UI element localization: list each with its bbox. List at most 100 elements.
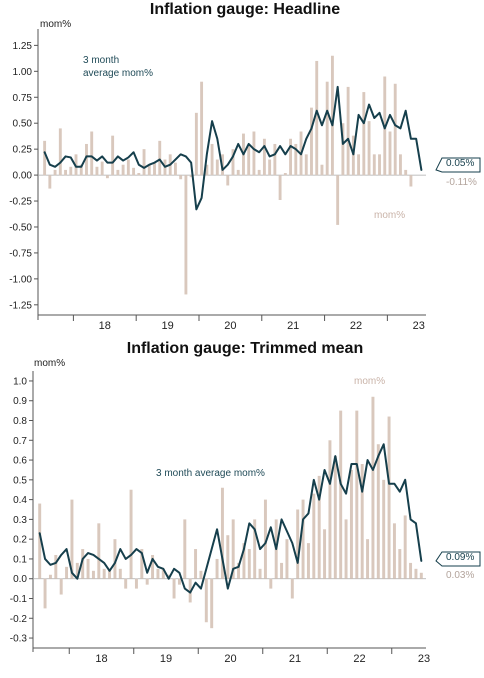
trimmed-mean-3m-avg-line [38,443,423,594]
headline-y-tick-label: 1.00 [13,67,33,78]
trimmed-mean-mom-bar [204,578,208,623]
headline-mom-bar [100,161,104,176]
trimmed-mean-y-tick-label: 1.0 [13,376,27,387]
headline-mom-bar [74,154,78,176]
headline-mom-bar [278,175,282,200]
headline-mom-bar [268,159,272,176]
headline-mom-bar [111,135,115,176]
headline-mom-bar [158,140,162,176]
headline-3m-avg-line-group [43,85,423,211]
headline-mom-bar [404,169,408,176]
trimmed-mean-mom-bar [97,523,101,579]
trimmed-mean-mom-bar [290,578,294,599]
trimmed-mean-y-tick-label: 0.9 [13,396,27,407]
trimmed-mean-mom-bar [409,562,413,579]
trimmed-mean-mom-bar [392,523,396,579]
trimmed-mean-mom-bar [339,410,343,579]
trimmed-mean-mom-bar [366,539,370,579]
trimmed-mean-mom-bar [70,499,74,579]
trimmed-mean-mom-bar [194,549,198,579]
headline-mom-bar [116,169,120,176]
trimmed-mean-mom-bar [199,570,203,579]
trimmed-mean-mom-bars [38,396,423,629]
trimmed-mean-y-tick-label: 0.7 [13,436,27,447]
headline-mom-bar [304,154,308,176]
trimmed-mean-mom-bar [102,568,106,579]
headline-3m-avg-line [43,85,423,211]
headline-y-tick-label: -0.25 [9,197,32,208]
headline-y-tick-label: 1.25 [13,41,33,52]
trimmed-mean-x-tick-label: 18 [95,653,107,665]
trimmed-mean-mom-bar [317,475,321,579]
trimmed-mean-mom-bar [65,566,69,579]
headline-mom-bar [236,169,240,176]
trimmed-mean-x-tick-label: 22 [353,653,365,665]
headline-mom-bar [315,60,319,176]
headline-x-tick-label: 19 [161,320,173,332]
headline-y-tick-label: -0.75 [9,248,32,259]
trimmed-mean-y-tick-label: 0.1 [13,554,27,565]
headline-avg-annotation-line2: average mom% [83,68,153,79]
headline-mom-bar [273,143,277,176]
trimmed-mean-mom-bar [360,464,364,579]
trimmed-mean-mom-annotation: mom% [354,376,385,387]
trimmed-mean-mom-bar [344,519,348,579]
trimmed-mean-mom-bar [54,554,58,579]
headline-mom-bar [85,143,88,176]
headline-unit-label: mom% [40,19,71,30]
headline-mom-bar [200,81,204,176]
headline-y-tick-label: -0.50 [9,222,32,233]
trimmed-mean-x-tick-label: 21 [289,653,301,665]
headline-mom-bar [409,175,413,187]
headline-x-tick-label: 23 [413,320,425,332]
trimmed-mean-mom-bar [323,529,327,579]
headline-mom-bar [53,169,57,176]
headline-mom-bar [336,175,340,225]
headline-mom-bar [289,138,292,176]
trimmed-mean-mom-bar [75,562,79,579]
headline-mom-bar [252,131,256,176]
headline-mom-bar [257,169,261,176]
headline-x-tick-label: 22 [350,320,362,332]
trimmed-mean-y-tick-label: 0.0 [13,574,27,585]
trimmed-mean-mom-bar [38,503,42,579]
trimmed-mean-y-tick-label: -0.1 [10,594,28,605]
trimmed-mean-mom-bar [140,549,144,579]
headline-mom-bar [174,162,177,176]
headline-mom-bar [215,159,219,176]
headline-mom-bar [153,162,156,176]
trimmed-mean-mom-bar [306,543,310,579]
trimmed-mean-mom-bar [371,396,375,579]
headline-y-tick-label: 0.25 [13,145,33,156]
headline-y-tick-label: 0.50 [13,119,33,130]
trimmed-mean-x-tick-label: 19 [160,653,172,665]
trimmed-mean-mom-bar [156,568,160,579]
trimmed-mean-mom-bar [145,578,149,585]
headline-x-axis: 18 19 20 21 22 23 [38,314,426,332]
headline-y-tick-label: -1.00 [9,274,32,285]
trimmed-mean-mom-bar [134,578,138,589]
headline-mom-bar [367,121,371,176]
trimmed-mean-mom-bar [215,558,219,579]
trimmed-mean-line-callout-value: 0.09% [446,552,474,563]
headline-avg-annotation-line1: 3 month [83,55,119,66]
headline-mom-bar [189,175,193,178]
headline-mom-bar [121,164,125,176]
trimmed-mean-mom-bar [48,574,52,579]
trimmed-mean-mom-bar [161,568,165,579]
headline-mom-bar [205,164,209,176]
trimmed-mean-mom-bar [285,539,289,579]
headline-mom-bar [64,169,67,176]
trimmed-mean-mom-bar [269,578,273,589]
trimmed-mean-bar-callout-value: 0.03% [446,570,474,581]
trimmed-mean-mom-bar [59,578,63,595]
trimmed-mean-mom-bar [419,572,423,579]
trimmed-mean-chart: Inflation gauge: Trimmed mean mom% 1.0 0.… [10,340,481,665]
headline-mom-bar [351,135,355,176]
headline-mom-bar [194,112,198,176]
trimmed-mean-mom-bar [118,568,122,579]
headline-mom-bar [388,131,392,176]
trimmed-mean-y-tick-label: 0.5 [13,475,27,486]
